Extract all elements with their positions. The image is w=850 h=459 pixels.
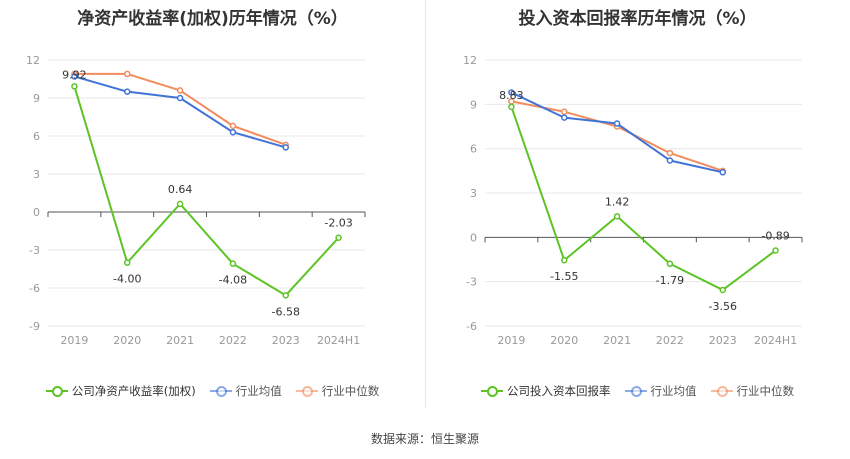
- data-point-industry_avg: [282, 144, 289, 151]
- data-point-company: [561, 256, 568, 264]
- legend-label: 行业中位数: [736, 384, 795, 398]
- series-line-industry_avg: [74, 75, 287, 149]
- data-point-company: [176, 200, 184, 208]
- legend-item-industry_avg[interactable]: 行业均值: [624, 383, 697, 399]
- x-tick-label: 2022: [656, 334, 684, 347]
- chart-title: 投入资本回报率历年情况（%）: [518, 9, 757, 29]
- y-tick-label: -6: [29, 282, 40, 295]
- x-tick-label: 2023: [272, 334, 300, 347]
- y-tick-label: -3: [29, 244, 40, 257]
- data-point-company: [772, 247, 779, 254]
- y-tick-label: 6: [470, 143, 477, 156]
- legend-label: 行业均值: [650, 384, 697, 398]
- y-tick-label: 9: [33, 92, 40, 105]
- data-label: -6.58: [272, 305, 300, 318]
- y-tick-label: 6: [33, 130, 40, 143]
- data-point-industry_median: [229, 122, 237, 130]
- legend-line-marker-icon: [710, 385, 733, 397]
- chart-legend: 公司净资产收益率(加权) 行业均值 行业中位数: [0, 383, 425, 399]
- y-tick-label: -3: [466, 276, 477, 289]
- data-point-company: [719, 286, 726, 294]
- legend-item-industry_median[interactable]: 行业中位数: [295, 383, 380, 399]
- series-line-industry_median: [511, 100, 724, 172]
- legend-label: 行业中位数: [321, 384, 380, 398]
- data-label: 0.64: [168, 183, 193, 196]
- y-tick-label: 3: [470, 187, 477, 200]
- y-tick-label: 3: [33, 168, 40, 181]
- data-point-industry_median: [666, 149, 674, 157]
- legend-item-company[interactable]: 公司投入资本回报率: [481, 383, 611, 399]
- data-point-industry_median: [124, 70, 131, 78]
- data-point-industry_median: [176, 87, 184, 94]
- legend-label: 公司净资产收益率(加权): [71, 384, 196, 398]
- data-point-company: [508, 103, 515, 111]
- series-line-company: [510, 106, 777, 291]
- data-point-industry_avg: [176, 94, 184, 102]
- x-tick-label: 2019: [497, 334, 525, 347]
- legend-line-marker-icon: [209, 385, 232, 397]
- roic-chart-plot: 12 9 6 3 0 -3 -6 2019 2020 2021 2022 2023 2024H1 8.83…: [463, 54, 803, 347]
- data-point-industry_avg: [508, 89, 515, 96]
- y-tick-label: 0: [33, 206, 40, 219]
- x-tick-label: 2020: [113, 334, 141, 347]
- panel-divider: [425, 0, 426, 408]
- data-point-industry_avg: [71, 73, 78, 80]
- y-tick-label: 9: [470, 98, 477, 111]
- x-tick-label: 2024H1: [317, 334, 360, 347]
- legend-line-marker-icon: [295, 385, 318, 397]
- legend-line-marker-icon: [624, 385, 647, 397]
- data-point-company: [666, 260, 674, 268]
- y-tick-label: 12: [26, 54, 40, 67]
- x-tick-label: 2021: [166, 334, 194, 347]
- data-label: 9.92: [62, 68, 87, 81]
- x-tick-label: 2024H1: [754, 334, 797, 347]
- roe-chart-panel: 净资产收益率(加权)历年情况（%） 12 9 6 3 0 -3 -6 -9 2019 2020 20…: [0, 0, 425, 420]
- y-tick-label: 12: [463, 54, 477, 67]
- data-label: -3.56: [709, 300, 737, 313]
- data-point-industry_median: [561, 108, 568, 115]
- data-label: -4.00: [113, 273, 141, 286]
- legend-label: 行业均值: [235, 384, 282, 398]
- y-tick-label: 0: [470, 231, 477, 244]
- data-point-industry_avg: [613, 120, 621, 127]
- chart-legend: 公司投入资本回报率 行业均值 行业中位数: [425, 383, 850, 399]
- data-point-industry_avg: [719, 169, 726, 176]
- data-point-industry_avg: [666, 157, 674, 164]
- data-point-company: [613, 213, 621, 220]
- data-label: 8.83: [499, 89, 524, 102]
- data-point-company: [229, 260, 237, 267]
- x-tick-label: 2019: [60, 334, 88, 347]
- legend-label: 公司投入资本回报率: [507, 384, 611, 398]
- x-tick-label: 2020: [550, 334, 578, 347]
- y-tick-label: -9: [29, 320, 40, 333]
- legend-line-marker-icon: [45, 385, 68, 397]
- data-label: -1.55: [550, 270, 578, 283]
- roic-chart-panel: 投入资本回报率历年情况（%） 12 9 6 3 0 -3 -6 2019 2020 2021 202…: [425, 0, 850, 420]
- data-point-company: [282, 292, 289, 299]
- roe-chart-plot: 12 9 6 3 0 -3 -6 -9 2019 2020 2021 2022 2023 2024H1 9.…: [26, 54, 366, 347]
- x-tick-label: 2021: [603, 334, 631, 347]
- legend-item-industry_median[interactable]: 行业中位数: [710, 383, 795, 399]
- y-tick-label: -6: [466, 320, 477, 333]
- data-label: -1.79: [656, 274, 684, 287]
- data-point-industry_avg: [229, 128, 237, 136]
- x-tick-label: 2023: [709, 334, 737, 347]
- data-point-company: [335, 234, 342, 241]
- data-point-company: [124, 259, 131, 266]
- data-source-note: 数据来源：恒生聚源: [370, 432, 479, 446]
- chart-title: 净资产收益率(加权)历年情况（%）: [77, 9, 348, 29]
- legend-line-marker-icon: [481, 385, 503, 397]
- x-tick-label: 2022: [219, 334, 247, 347]
- legend-item-company[interactable]: 公司净资产收益率(加权): [45, 383, 196, 399]
- data-label: -4.08: [219, 274, 247, 287]
- data-label: -0.89: [761, 229, 789, 242]
- series-line-company: [73, 86, 340, 297]
- data-label: 1.42: [605, 195, 630, 208]
- data-label: -2.03: [324, 217, 352, 230]
- data-point-industry_avg: [124, 88, 131, 95]
- data-point-company: [71, 83, 78, 90]
- legend-item-industry_avg[interactable]: 行业均值: [209, 383, 282, 399]
- data-point-industry_avg: [561, 114, 568, 121]
